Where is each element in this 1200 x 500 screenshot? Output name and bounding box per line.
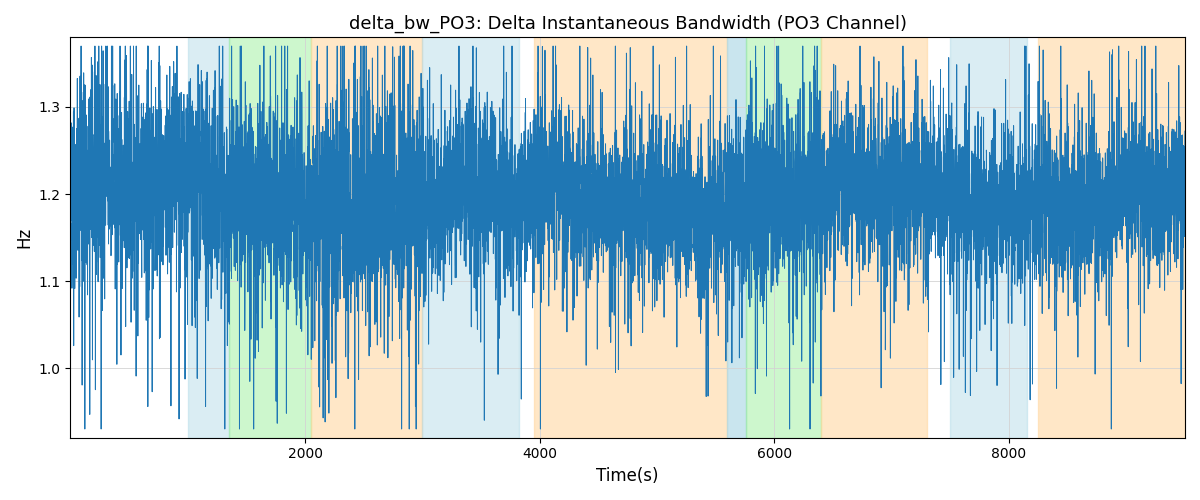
X-axis label: Time(s): Time(s) <box>596 467 659 485</box>
Y-axis label: Hz: Hz <box>14 227 32 248</box>
Bar <box>746 38 821 438</box>
Bar <box>821 38 926 438</box>
Bar <box>187 38 229 438</box>
Title: delta_bw_PO3: Delta Instantaneous Bandwidth (PO3 Channel): delta_bw_PO3: Delta Instantaneous Bandwi… <box>349 15 907 34</box>
Bar <box>727 38 746 438</box>
Bar <box>229 38 311 438</box>
Bar <box>311 38 422 438</box>
Bar <box>1038 38 1186 438</box>
Bar <box>422 38 518 438</box>
Bar <box>950 38 1027 438</box>
Bar <box>534 38 727 438</box>
